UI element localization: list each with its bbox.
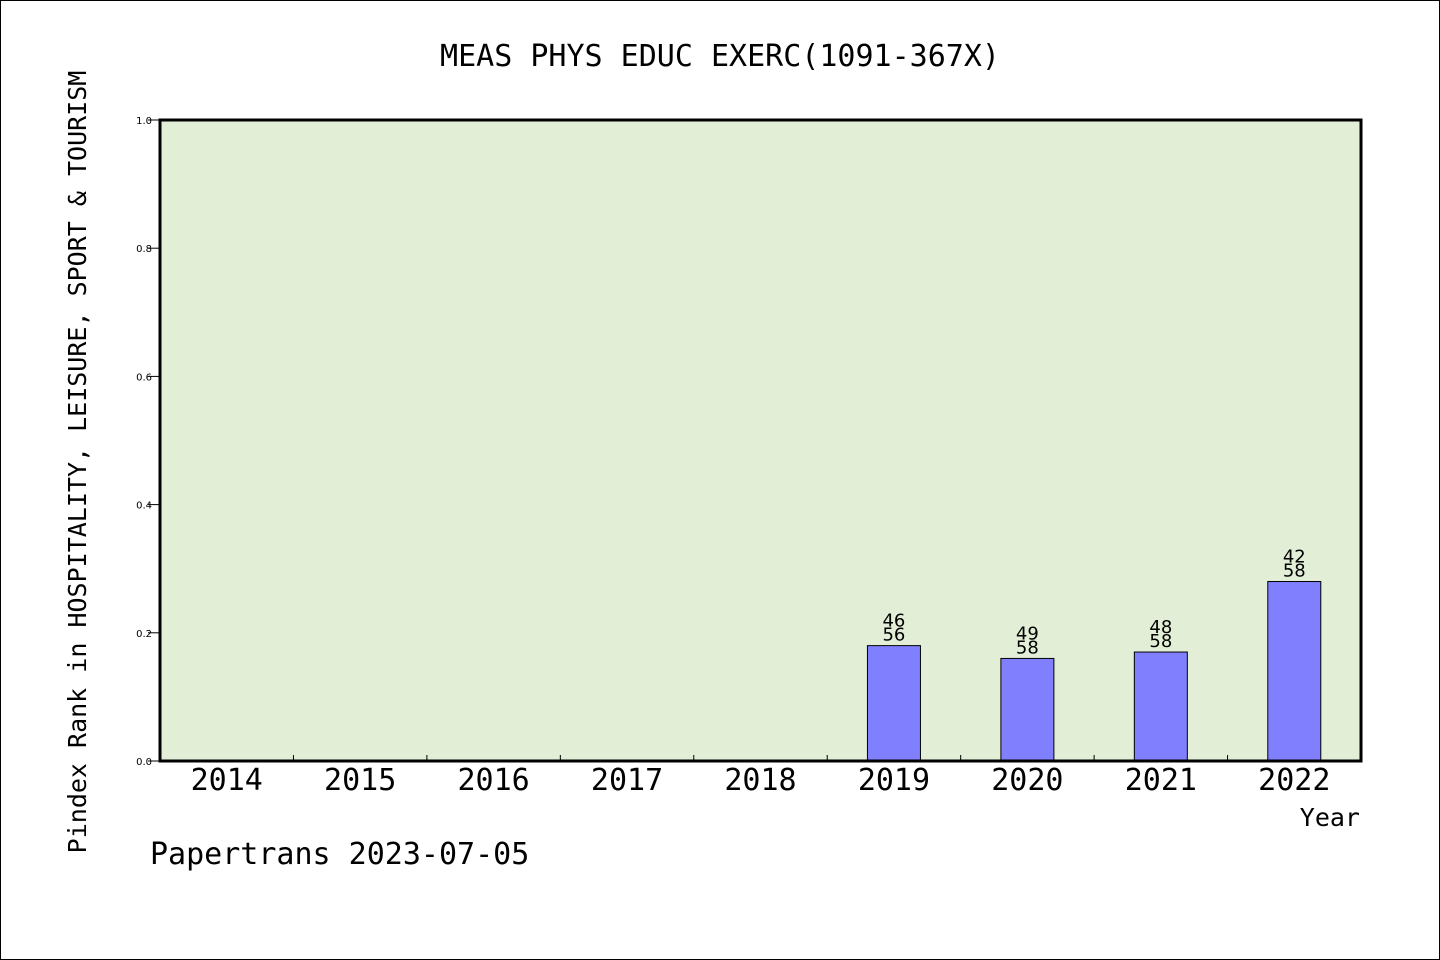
x-axis-label: Year [1300,803,1360,832]
plot-border [158,118,1363,763]
chart-title: MEAS PHYS EDUC EXERC(1091-367X) [440,39,1000,74]
y-axis-label: Pindex Rank in HOSPITALITY, LEISURE, SPO… [63,71,92,854]
y-tick-label: 0.4 [136,501,152,512]
bar [1267,581,1322,762]
bar-series [866,581,1322,762]
footer-credit: Papertrans 2023-07-05 [150,837,529,872]
y-axis: 0.0 0.2 0.4 0.6 0.8 1.0 [136,116,160,768]
bar-rank-label: 42 [1283,547,1306,568]
x-tick-label: 2017 [591,763,663,798]
x-tick-label: 2021 [1125,763,1197,798]
x-tick-label: 2016 [457,763,529,798]
bar-rank-label: 48 [1149,617,1172,638]
y-tick-label: 0.6 [136,372,152,383]
x-tick-label: 2014 [191,763,263,798]
x-tick-label: 2022 [1258,763,1330,798]
bar-total-label: 58 [1283,561,1306,582]
x-tick-label: 2015 [324,763,396,798]
bar [866,645,921,762]
bar-total-label: 56 [882,625,905,646]
bar [1133,651,1188,762]
x-tick-label: 2018 [724,763,796,798]
y-tick-label: 1.0 [136,116,152,127]
y-tick-label: 0.8 [136,244,152,255]
bar-total-label: 58 [1016,637,1039,658]
y-tick-label: 0.0 [136,757,152,768]
y-tick-label: 0.2 [136,629,152,640]
x-tick-label: 2020 [991,763,1063,798]
x-tick-label: 2019 [858,763,930,798]
x-axis: 2014 2015 2016 2017 2018 2019 2020 2021 2022 [191,755,1330,798]
bar-rank-label: 49 [1016,623,1039,644]
bar-rank-label: 46 [882,611,905,632]
bar-total-label: 58 [1149,631,1172,652]
bar [1000,657,1055,762]
